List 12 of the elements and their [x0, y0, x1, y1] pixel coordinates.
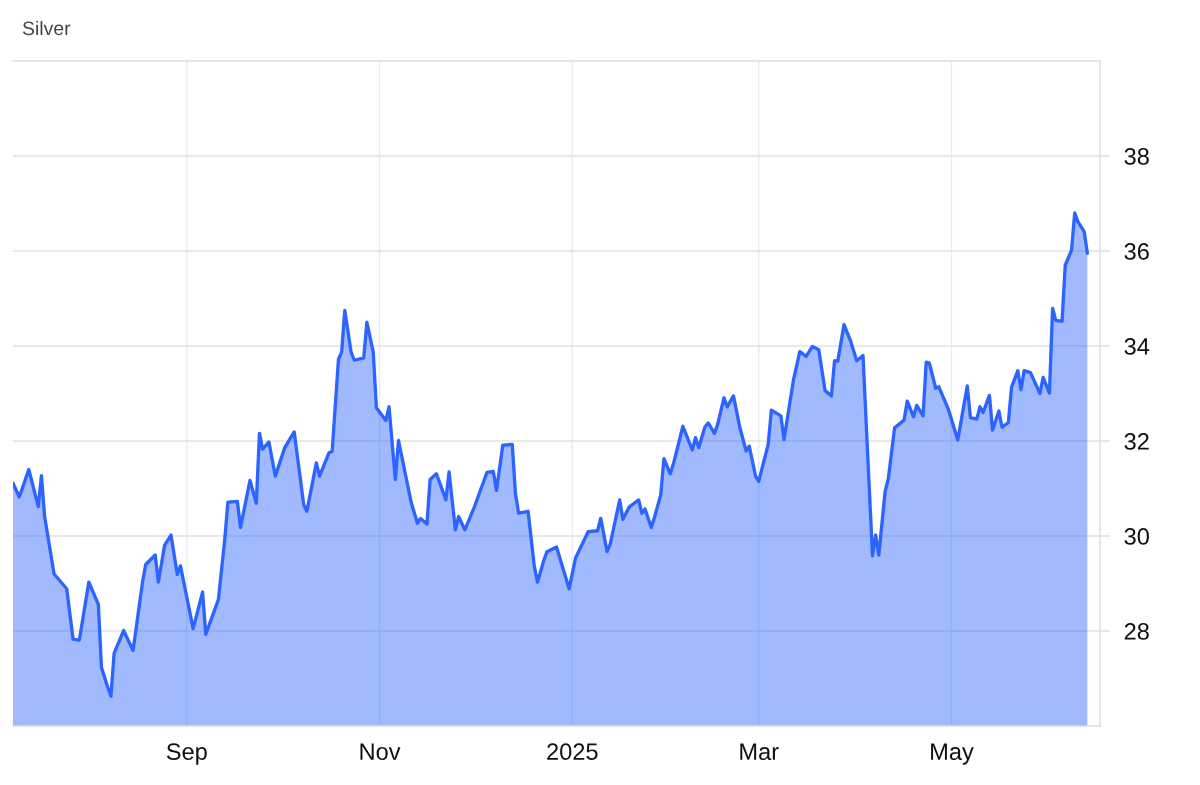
x-tick-label: Nov — [360, 743, 401, 761]
x-tick-label: 2025 — [547, 743, 598, 761]
y-tick-label: 28 — [1124, 623, 1149, 640]
x-tick-label: Mar — [740, 743, 779, 761]
chart-title: Silver — [22, 20, 71, 36]
y-tick-label: 36 — [1124, 243, 1149, 260]
y-tick-label: 38 — [1124, 148, 1149, 165]
y-tick-label: 34 — [1124, 338, 1150, 355]
x-tick-label: May — [931, 743, 974, 765]
y-tick-label: 32 — [1124, 433, 1149, 450]
y-tick-label: 30 — [1124, 528, 1149, 545]
x-tick-label: Sep — [166, 743, 207, 765]
